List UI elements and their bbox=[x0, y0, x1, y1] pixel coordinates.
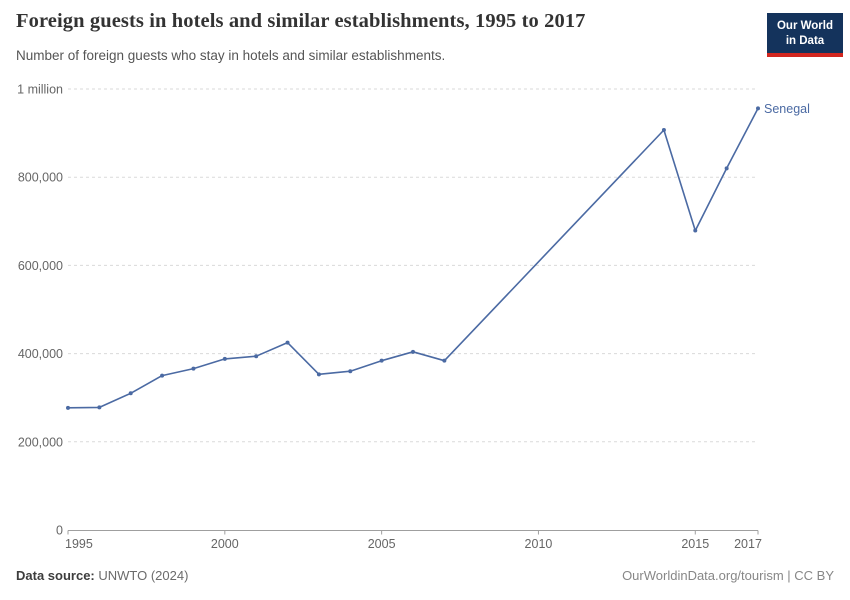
credit-link[interactable]: OurWorldinData.org/tourism | CC BY bbox=[622, 568, 834, 583]
data-point[interactable] bbox=[316, 372, 321, 377]
data-point[interactable] bbox=[222, 356, 227, 361]
data-point[interactable] bbox=[97, 405, 102, 410]
data-point[interactable] bbox=[348, 369, 353, 374]
data-point[interactable] bbox=[411, 349, 415, 354]
x-tick-label: 2005 bbox=[368, 537, 396, 551]
series-label-senegal[interactable]: Senegal bbox=[764, 102, 810, 116]
data-source-label: Data source: bbox=[16, 568, 95, 583]
y-tick-label: 600,000 bbox=[18, 259, 63, 273]
x-tick-label: 1995 bbox=[65, 537, 93, 551]
chart-title: Foreign guests in hotels and similar est… bbox=[16, 10, 586, 32]
y-tick-label: 800,000 bbox=[18, 171, 63, 185]
x-tick-label: 2015 bbox=[681, 537, 709, 551]
series-line-senegal[interactable] bbox=[67, 108, 759, 409]
data-point[interactable] bbox=[66, 405, 70, 410]
y-tick-label: 0 bbox=[56, 524, 63, 538]
owid-logo[interactable]: Our World in Data bbox=[767, 13, 843, 58]
chart-footer: Data source: UNWTO (2024) OurWorldinData… bbox=[16, 568, 834, 583]
y-tick-label: 400,000 bbox=[18, 347, 63, 361]
data-point[interactable] bbox=[724, 166, 729, 171]
data-point[interactable] bbox=[661, 128, 666, 133]
data-point[interactable] bbox=[254, 354, 259, 359]
data-point[interactable] bbox=[128, 391, 133, 396]
data-source: Data source: UNWTO (2024) bbox=[16, 568, 188, 583]
owid-logo-line1: Our World bbox=[776, 20, 833, 32]
data-point[interactable] bbox=[379, 358, 384, 363]
data-point[interactable] bbox=[756, 106, 760, 111]
owid-logo-line2: in Data bbox=[785, 34, 825, 47]
data-source-value: UNWTO (2024) bbox=[94, 568, 189, 583]
x-tick-label: 2000 bbox=[211, 537, 239, 551]
data-point[interactable] bbox=[191, 366, 196, 371]
x-tick-label: 2010 bbox=[525, 537, 553, 551]
chart-subtitle: Number of foreign guests who stay in hot… bbox=[16, 48, 446, 63]
x-tick-label: 2017 bbox=[734, 537, 762, 551]
data-point[interactable] bbox=[442, 358, 447, 363]
data-point[interactable] bbox=[693, 228, 698, 233]
data-point[interactable] bbox=[160, 373, 165, 378]
data-point[interactable] bbox=[285, 340, 290, 345]
y-tick-label: 1 million bbox=[17, 83, 63, 97]
y-tick-label: 200,000 bbox=[18, 435, 63, 449]
